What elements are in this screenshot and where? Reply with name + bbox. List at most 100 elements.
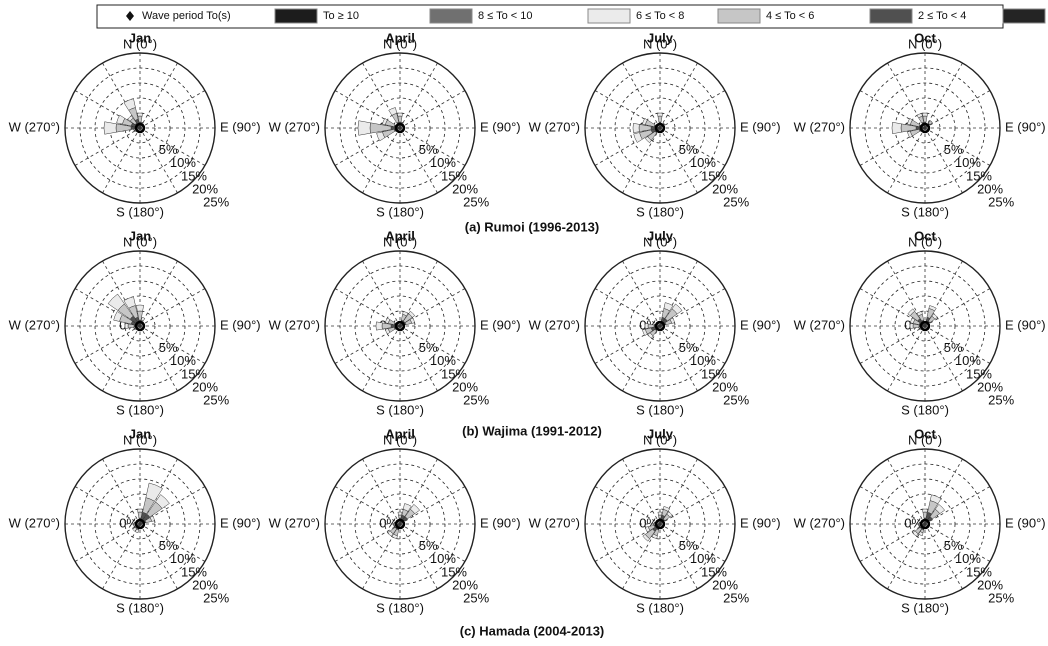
wedge xyxy=(116,114,126,125)
grid-circle xyxy=(64,448,216,600)
r-tick-label: 0% xyxy=(119,515,138,530)
wedge xyxy=(382,117,388,126)
grid-circle xyxy=(849,250,1001,402)
angle-label: E (90°) xyxy=(740,317,781,332)
grid-circle xyxy=(369,295,431,357)
spoke xyxy=(102,458,141,525)
grid-circle xyxy=(614,478,706,570)
grid-circle xyxy=(614,280,706,372)
r-tick-label: 25% xyxy=(723,591,749,606)
spoke xyxy=(139,260,178,327)
spoke xyxy=(399,90,466,129)
legend-label: To ≥ 10 xyxy=(323,10,359,22)
grid-circle xyxy=(849,448,1001,600)
legend-swatch xyxy=(587,8,631,24)
spoke xyxy=(139,127,206,166)
spoke xyxy=(399,325,438,392)
angle-label: S (180°) xyxy=(636,600,684,615)
r-tick-label: 25% xyxy=(723,195,749,210)
angle-label: N (0°) xyxy=(908,432,942,447)
wedge xyxy=(928,305,937,312)
angle-label: S (180°) xyxy=(901,204,949,219)
spoke xyxy=(887,325,926,392)
spoke xyxy=(924,127,991,166)
grid-circle xyxy=(599,463,721,585)
r-tick-label: 10% xyxy=(430,551,456,566)
r-tick-label: 10% xyxy=(430,353,456,368)
angle-label: S (180°) xyxy=(376,600,424,615)
wedge xyxy=(398,514,402,519)
angle-label: N (0°) xyxy=(643,36,677,51)
center-ring xyxy=(919,518,931,530)
spoke xyxy=(859,523,926,562)
grid-circle xyxy=(124,310,156,342)
r-tick-label: 25% xyxy=(463,393,489,408)
r-tick-label: 25% xyxy=(988,393,1014,408)
grid-circle xyxy=(384,508,416,540)
wedge xyxy=(103,121,117,135)
legend-marker xyxy=(126,11,134,21)
grid-circle xyxy=(864,265,986,387)
spoke xyxy=(659,523,726,562)
grid-circle xyxy=(614,82,706,174)
wedge xyxy=(137,112,143,117)
grid-circle xyxy=(909,310,941,342)
spoke xyxy=(399,325,466,364)
wedge xyxy=(918,525,921,528)
wedge xyxy=(666,511,673,518)
grid-circle xyxy=(629,493,691,555)
legend-swatch xyxy=(1002,8,1046,24)
angle-label: S (180°) xyxy=(901,402,949,417)
angle-label: W (270°) xyxy=(529,515,580,530)
spoke xyxy=(924,523,963,590)
grid-circle xyxy=(109,295,171,357)
wedge xyxy=(922,508,928,513)
chart-title: April xyxy=(385,30,415,45)
wedge xyxy=(633,132,643,143)
spoke xyxy=(622,458,661,525)
wedge xyxy=(136,304,144,312)
angle-label: W (270°) xyxy=(9,515,60,530)
wedge xyxy=(658,514,662,519)
legend-label: 2 ≤ To < 4 xyxy=(918,10,966,22)
wedge xyxy=(409,503,421,515)
spoke xyxy=(139,523,206,562)
grid-circle xyxy=(629,295,691,357)
angle-label: W (270°) xyxy=(269,119,320,134)
grid-circle xyxy=(879,82,971,174)
angle-label: N (0°) xyxy=(123,432,157,447)
angle-label: E (90°) xyxy=(1005,317,1046,332)
wedge xyxy=(385,317,391,324)
r-tick-label: 5% xyxy=(944,340,963,355)
r-tick-label: 20% xyxy=(452,577,478,592)
center-ring xyxy=(654,320,666,332)
spoke xyxy=(924,486,991,525)
grid-circle xyxy=(629,97,691,159)
wedge xyxy=(132,527,137,532)
grid-circle xyxy=(109,493,171,555)
grid-circle xyxy=(909,508,941,540)
wedge xyxy=(907,117,913,126)
wedge xyxy=(912,530,919,537)
chart-title: July xyxy=(647,30,674,45)
r-tick-label: 25% xyxy=(463,591,489,606)
spoke xyxy=(362,260,401,327)
spoke xyxy=(622,260,661,327)
spoke xyxy=(362,458,401,525)
r-tick-label: 25% xyxy=(988,195,1014,210)
r-tick-label: 0% xyxy=(904,515,923,530)
wedge xyxy=(934,503,946,515)
r-tick-label: 20% xyxy=(712,379,738,394)
center-ring xyxy=(919,320,931,332)
angle-label: E (90°) xyxy=(740,119,781,134)
grid-circle xyxy=(339,265,461,387)
spoke xyxy=(859,325,926,364)
grid-circle xyxy=(644,508,676,540)
wedge xyxy=(671,303,683,315)
r-tick-label: 20% xyxy=(712,577,738,592)
wedge xyxy=(922,112,928,117)
wedge xyxy=(647,332,654,339)
wedge xyxy=(388,107,398,116)
spoke xyxy=(74,486,141,525)
angle-label: S (180°) xyxy=(376,402,424,417)
